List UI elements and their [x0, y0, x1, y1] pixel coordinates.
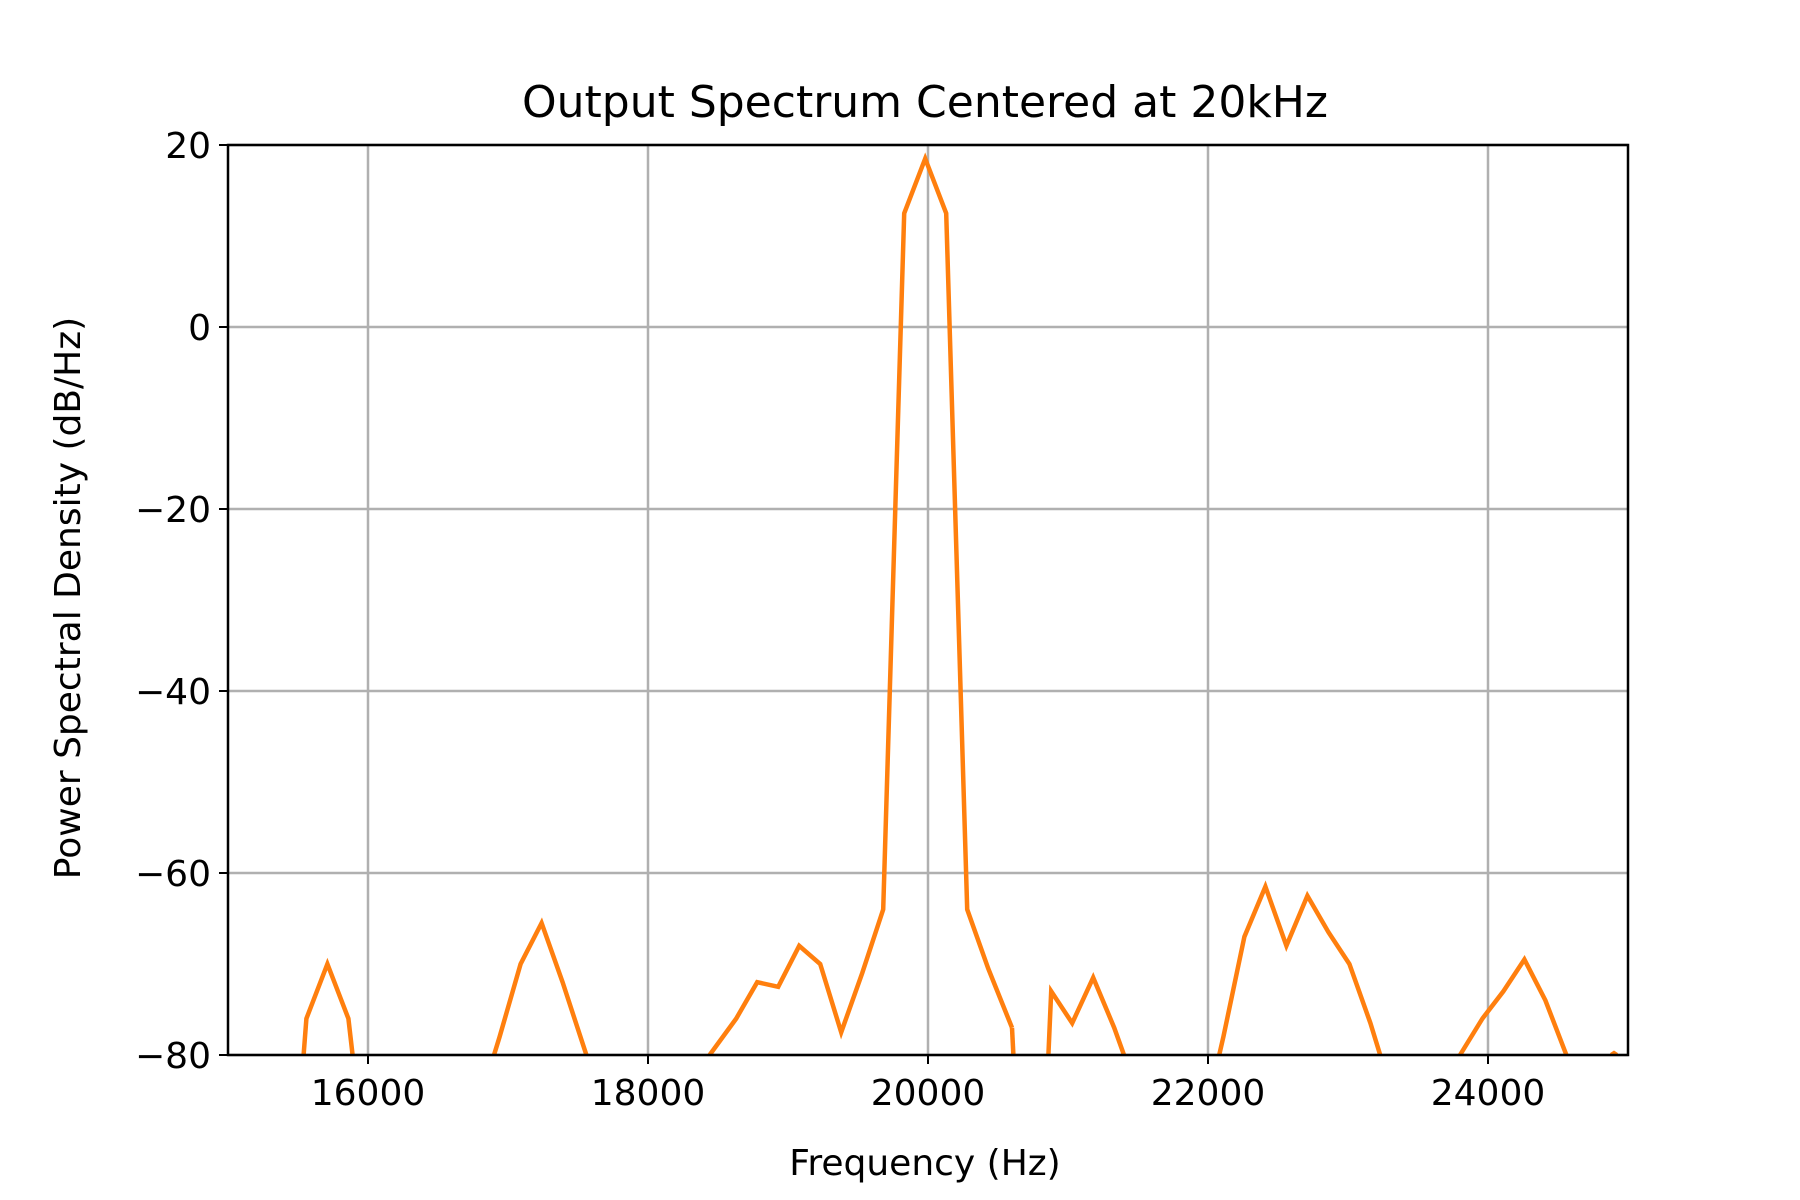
y-tick-label: −40	[135, 672, 211, 713]
series-line-segment	[1046, 972, 1127, 1055]
series-line-segment	[707, 152, 1015, 1055]
y-tick-label: −20	[135, 490, 211, 531]
series-line-segment	[1009, 1027, 1016, 1055]
series-line-segment	[301, 957, 355, 1055]
chart-title: Output Spectrum Centered at 20kHz	[522, 77, 1328, 128]
y-tick-label: −80	[135, 1036, 211, 1077]
y-tick-label: 20	[165, 126, 211, 167]
plot-area	[301, 152, 1619, 1055]
x-tick-label: 18000	[591, 1073, 706, 1114]
x-tick-label: 24000	[1431, 1073, 1546, 1114]
x-axis-label: Frequency (Hz)	[789, 1143, 1060, 1184]
x-axis: 16000 18000 20000 22000 24000	[311, 1055, 1546, 1114]
series-line-segment	[491, 917, 589, 1055]
grid	[228, 143, 1628, 1057]
x-tick-label: 20000	[871, 1073, 986, 1114]
y-tick-label: −60	[135, 854, 211, 895]
y-axis-label: Power Spectral Density (dB/Hz)	[48, 317, 89, 879]
x-tick-label: 22000	[1151, 1073, 1266, 1114]
series-line-segment	[1458, 955, 1569, 1055]
y-tick-label: 0	[188, 308, 211, 349]
series-line-segment	[1217, 880, 1383, 1055]
x-tick-label: 16000	[311, 1073, 426, 1114]
y-axis: 20 0 −20 −40 −60 −80	[135, 126, 228, 1077]
